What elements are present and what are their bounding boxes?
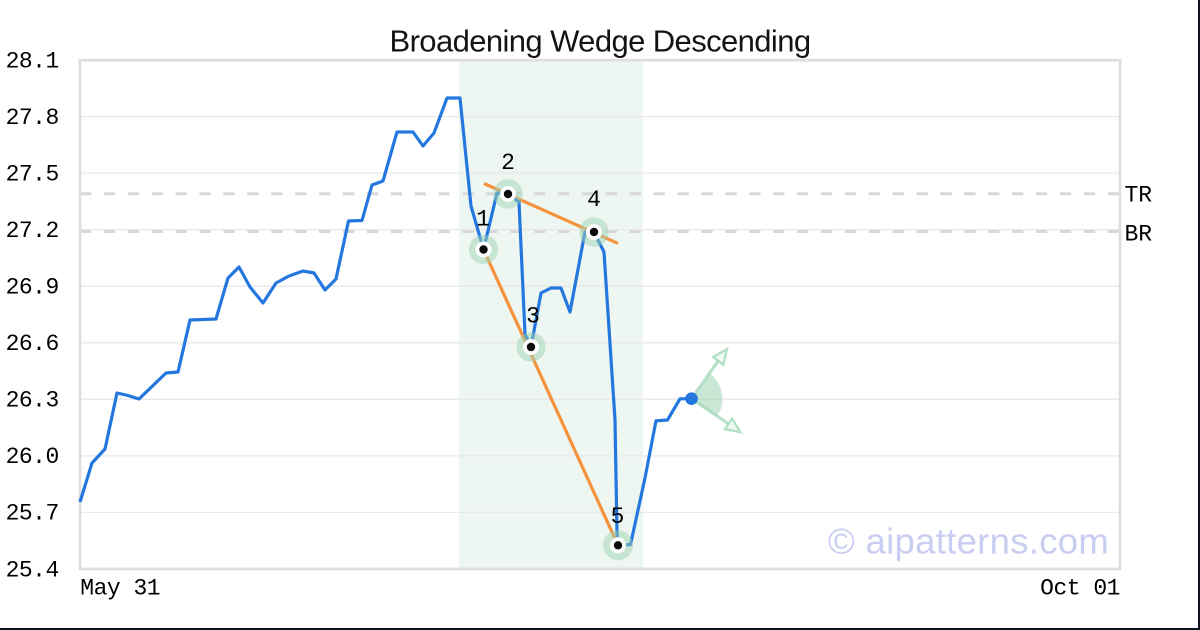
svg-text:1: 1 [476,206,490,232]
svg-text:28.1: 28.1 [6,48,59,74]
svg-text:25.7: 25.7 [6,501,59,527]
svg-text:TR: TR [1125,182,1153,208]
svg-text:Oct 01: Oct 01 [1040,576,1120,602]
svg-text:4: 4 [587,187,601,213]
svg-text:27.5: 27.5 [6,161,59,187]
svg-text:Broadening Wedge Descending: Broadening Wedge Descending [390,24,811,59]
svg-text:26.6: 26.6 [6,331,59,357]
svg-text:© aipatterns.com: © aipatterns.com [828,521,1109,562]
svg-text:26.3: 26.3 [6,388,59,414]
svg-text:May 31: May 31 [80,576,160,602]
svg-text:3: 3 [526,304,540,330]
svg-text:BR: BR [1125,222,1153,248]
svg-text:27.2: 27.2 [6,218,59,244]
svg-text:2: 2 [501,150,515,176]
svg-text:5: 5 [611,504,625,530]
svg-text:27.8: 27.8 [6,105,59,131]
svg-text:26.9: 26.9 [6,275,59,301]
svg-text:26.0: 26.0 [6,444,59,470]
svg-text:25.4: 25.4 [6,557,59,583]
